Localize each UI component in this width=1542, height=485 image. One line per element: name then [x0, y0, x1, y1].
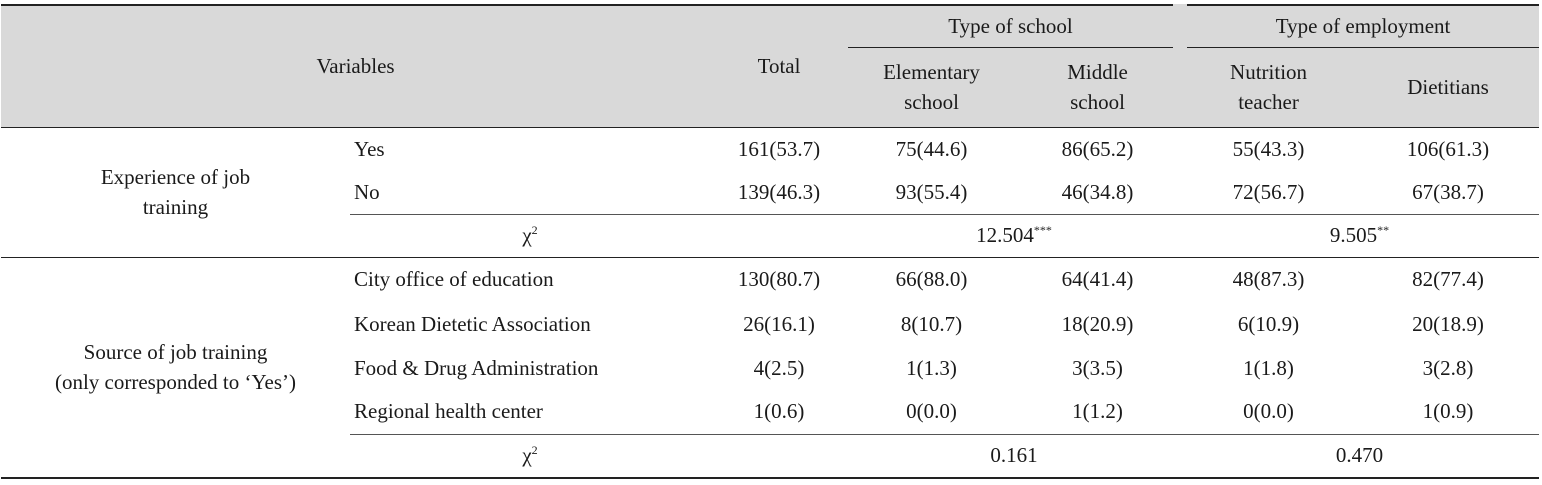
experience-label: Experience of job training	[1, 127, 350, 258]
header-row-1: Variables Total Type of school Type of e…	[1, 5, 1540, 128]
elementary-cell: 93(55.4)	[895, 180, 968, 205]
school-chi-number: 12.504	[976, 223, 1034, 247]
middle-cell: 46(34.8)	[1061, 180, 1134, 205]
nutrition-line-1: Nutrition	[1230, 60, 1308, 84]
school-chi-value: 0.161	[848, 433, 1181, 479]
dietitians-cell: 1(0.9)	[1422, 399, 1474, 424]
nutrition-cell: 1(1.8)	[1243, 355, 1294, 380]
table-row: Korean Dietetic Association 26(16.1) 8(1…	[1, 302, 1539, 346]
chi-symbol: χ	[522, 443, 532, 468]
total-cell: 1(0.6)	[753, 399, 805, 424]
middle-school-header: Middle school	[1015, 47, 1181, 128]
table-row: Experience of job training Yes 161(53.7)…	[1, 127, 1539, 258]
middle-line-2: school	[1070, 90, 1125, 114]
employment-chi-value: 0.470	[1180, 433, 1540, 479]
school-chi-significance: ***	[1033, 223, 1052, 237]
chi-symbol: χ	[522, 223, 532, 247]
chi-square-row: χ2 0.161 0.470	[1, 433, 1540, 479]
chi-spacer	[710, 213, 849, 258]
middle-line-1: Middle	[1067, 60, 1128, 84]
type-of-school-header: Type of school	[848, 5, 1181, 48]
school-chi-value: 12.504***	[848, 213, 1181, 258]
elementary-school-header: Elementary school	[848, 47, 1016, 128]
dietitians-cell: 3(2.8)	[1422, 355, 1474, 380]
chi-square-label: χ2	[350, 433, 711, 479]
elementary-cell: 75(44.6)	[895, 137, 968, 162]
source-label: Source of job training (only corresponde…	[1, 257, 350, 479]
type-of-employment-header: Type of employment	[1173, 5, 1540, 48]
chi-exponent: 2	[531, 223, 538, 237]
nutrition-teacher-header: Nutrition teacher	[1180, 47, 1358, 128]
middle-cell: 64(41.4)	[1061, 267, 1134, 292]
total-cell: 130(80.7)	[737, 267, 821, 292]
row-label: Yes	[354, 137, 385, 162]
nutrition-cell: 48(87.3)	[1232, 267, 1305, 292]
nutrition-cell: 6(10.9)	[1237, 311, 1300, 336]
middle-cell: 86(65.2)	[1061, 137, 1134, 162]
elementary-cell: 0(0.0)	[906, 399, 957, 424]
nutrition-cell: 72(56.7)	[1232, 180, 1305, 205]
results-table: Variables Total Type of school Type of e…	[1, 4, 1540, 479]
elementary-cell: 8(10.7)	[900, 311, 963, 336]
chi-exponent: 2	[531, 443, 538, 458]
dietitians-cell: 82(77.4)	[1412, 267, 1484, 292]
total-header: Total	[710, 5, 849, 128]
total-cell: 4(2.5)	[753, 355, 805, 380]
middle-cell: 18(20.9)	[1061, 311, 1134, 336]
total-cell: 139(46.3)	[737, 180, 821, 205]
table-row: No 139(46.3) 93(55.4) 46(34.8) 72(56.7) …	[1, 172, 1539, 214]
elementary-line-1: Elementary	[883, 60, 980, 84]
table-row: Food & Drug Administration 4(2.5) 1(1.3)…	[1, 346, 1539, 390]
nutrition-cell: 0(0.0)	[1243, 399, 1294, 424]
row-label: Korean Dietetic Association	[354, 311, 591, 336]
elementary-cell: 66(88.0)	[895, 267, 968, 292]
chi-square-row: χ2 12.504*** 9.505**	[1, 213, 1540, 258]
variables-header: Variables	[1, 5, 711, 128]
dietitians-header: Dietitians	[1357, 47, 1540, 128]
middle-cell: 1(1.2)	[1072, 399, 1123, 424]
row-label: Regional health center	[354, 399, 543, 424]
employment-chi-significance: **	[1377, 223, 1390, 237]
elementary-line-2: school	[904, 90, 959, 114]
row-label: City office of education	[354, 267, 554, 292]
employment-chi-value: 9.505**	[1180, 213, 1540, 258]
source-label-line-2: (only corresponded to ‘Yes’)	[54, 370, 297, 395]
row-label: Food & Drug Administration	[354, 355, 599, 380]
total-cell: 161(53.7)	[737, 137, 821, 162]
dietitians-cell: 67(38.7)	[1412, 180, 1484, 205]
experience-label-line-1: Experience of job	[100, 165, 251, 189]
middle-cell: 3(3.5)	[1072, 355, 1123, 380]
table-row: Source of job training (only corresponde…	[1, 257, 1539, 479]
nutrition-line-2: teacher	[1238, 90, 1299, 114]
experience-label-line-2: training	[142, 195, 209, 219]
chi-square-label: χ2	[350, 213, 711, 258]
row-label: No	[354, 180, 380, 205]
total-cell: 26(16.1)	[743, 311, 815, 336]
chi-spacer	[710, 433, 849, 479]
nutrition-cell: 55(43.3)	[1232, 137, 1305, 162]
table-row: Regional health center 1(0.6) 0(0.0) 1(1…	[1, 390, 1539, 434]
dietitians-cell: 20(18.9)	[1412, 311, 1484, 336]
elementary-cell: 1(1.3)	[906, 355, 957, 380]
source-label-line-1: Source of job training	[83, 340, 268, 365]
employment-chi-number: 9.505	[1329, 223, 1378, 247]
dietitians-cell: 106(61.3)	[1406, 137, 1490, 162]
